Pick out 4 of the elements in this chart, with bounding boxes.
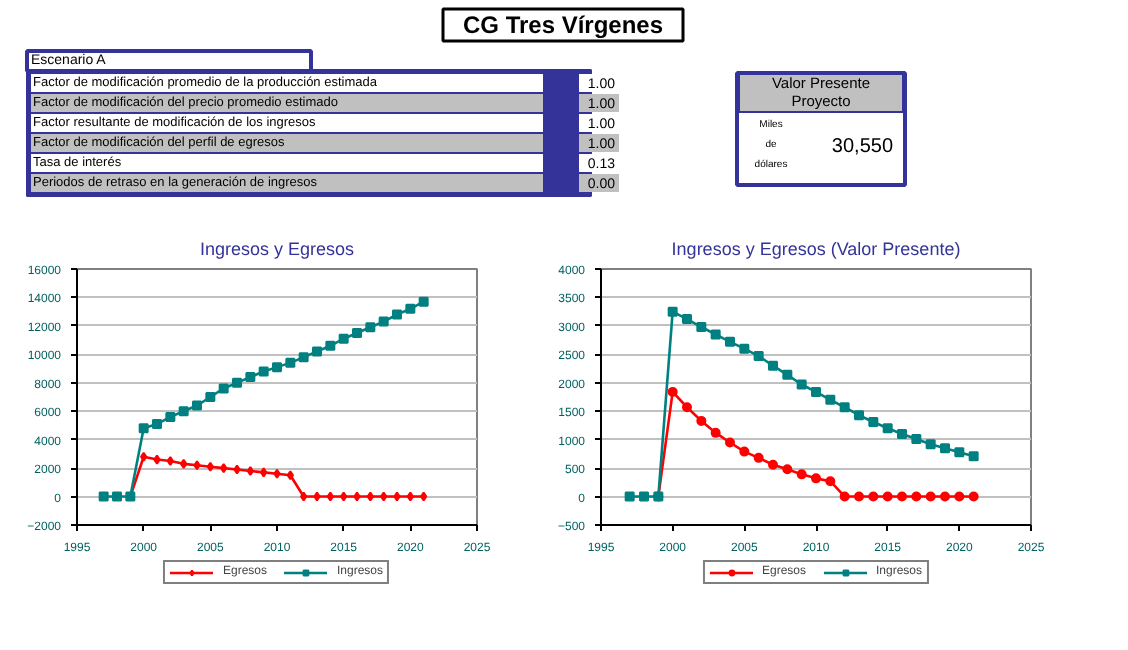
- text: 30,550: [831, 136, 894, 158]
- chart-title: Ingresos y Egresos: [199, 239, 356, 259]
- chart-title: Ingresos y Egresos (Valor Presente): [671, 239, 961, 259]
- text: CG Tres Vírgenes: [462, 11, 664, 39]
